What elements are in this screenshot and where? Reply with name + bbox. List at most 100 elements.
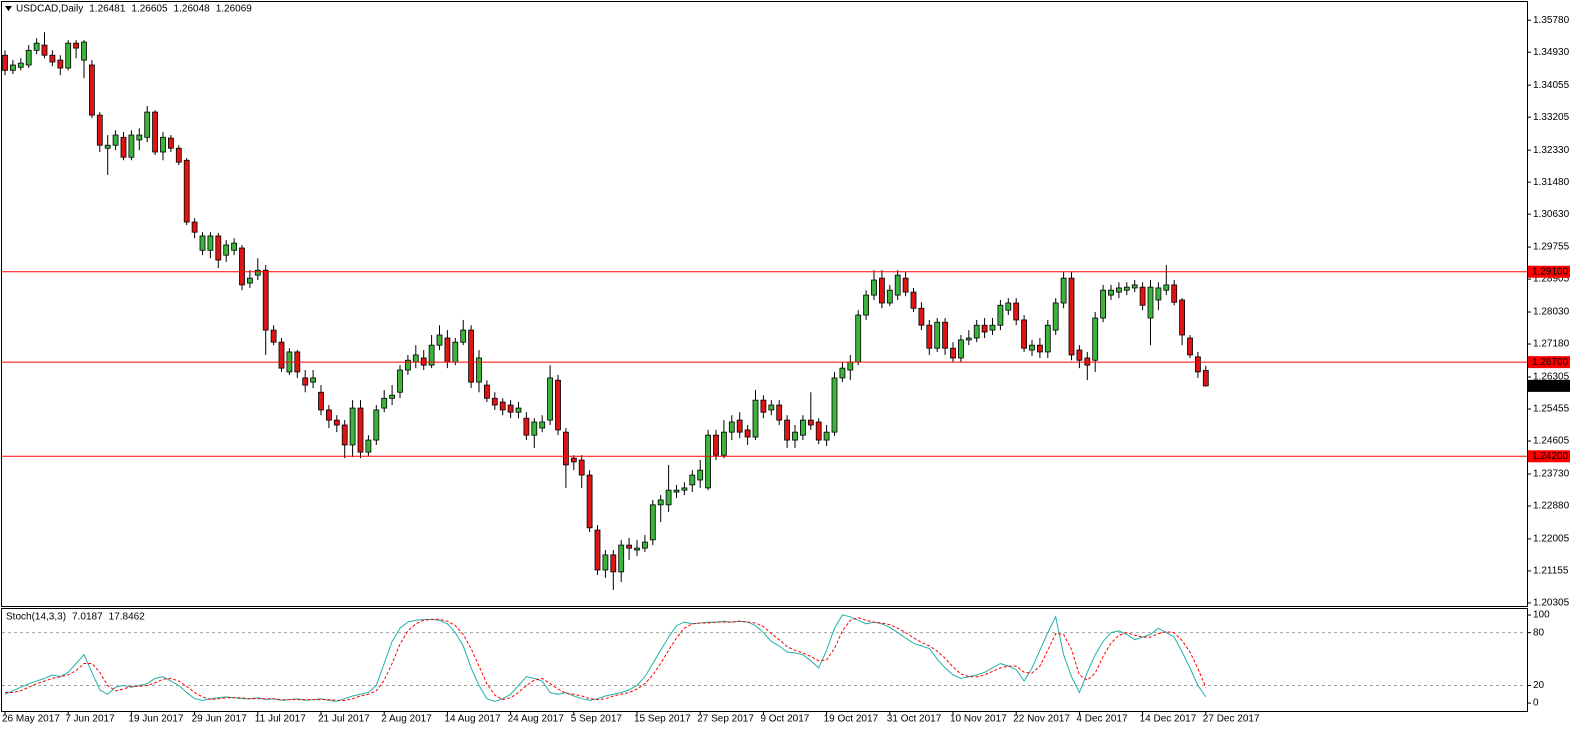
y-tick-label: 1.29755 xyxy=(1533,242,1570,253)
candle-body xyxy=(420,357,427,366)
candle-body xyxy=(167,137,174,149)
candle-body xyxy=(681,487,688,491)
candle-body xyxy=(807,419,814,426)
candle-body xyxy=(1139,286,1146,306)
candle-body xyxy=(136,134,143,141)
candle-body xyxy=(673,489,680,493)
candle-body xyxy=(752,399,759,438)
candle-body xyxy=(958,339,964,359)
candle-body xyxy=(563,431,569,466)
header-low: 1.26048 xyxy=(174,4,211,15)
candle-body xyxy=(1052,302,1059,331)
candle-body xyxy=(2,54,8,71)
candle-body xyxy=(428,344,435,366)
candle-body xyxy=(863,294,869,316)
candle-body xyxy=(649,504,656,541)
candle-body xyxy=(839,367,846,379)
candle-body xyxy=(96,114,103,146)
y-tick-label: 80 xyxy=(1533,627,1545,638)
candle-body xyxy=(578,459,585,476)
x-tick-label: 9 Oct 2017 xyxy=(760,714,809,725)
candle-body xyxy=(973,324,980,339)
candle-body xyxy=(926,324,933,349)
x-tick-label: 21 Jul 2017 xyxy=(318,714,370,725)
y-tick-label: 1.21155 xyxy=(1533,566,1569,577)
candle-body xyxy=(373,409,380,441)
candle-body xyxy=(879,277,885,304)
stoch-header: Stoch(14,3,3) 7.0187 17.8462 xyxy=(6,612,145,623)
candle-body xyxy=(33,42,40,51)
candle-body xyxy=(468,329,475,383)
candle-body xyxy=(886,289,893,304)
candle-body xyxy=(223,244,230,256)
y-tick-label: 20 xyxy=(1533,680,1545,691)
candle-body xyxy=(318,391,324,411)
candle-body xyxy=(965,337,972,341)
candle-body xyxy=(476,357,482,383)
candle-body xyxy=(713,434,719,456)
candle-body xyxy=(981,324,988,333)
candle-body xyxy=(507,404,514,413)
candle-body xyxy=(760,399,767,413)
candle-body xyxy=(436,334,443,346)
y-tick-label: 1.20305 xyxy=(1533,598,1570,609)
candle-body xyxy=(515,407,522,413)
y-tick-label: 1.34930 xyxy=(1533,47,1570,58)
candle-body xyxy=(634,547,640,551)
candle-body xyxy=(642,541,648,549)
candle-body xyxy=(246,277,253,284)
candle-body xyxy=(104,144,111,149)
candle-body xyxy=(120,136,127,158)
candle-body xyxy=(452,341,459,363)
price-panel-frame xyxy=(1,1,1528,607)
candle-body xyxy=(570,457,577,463)
symbol-menu-icon[interactable] xyxy=(5,6,12,11)
candle-body xyxy=(784,419,790,441)
candle-body xyxy=(1195,356,1201,373)
candle-body xyxy=(404,359,411,371)
x-tick-label: 19 Jun 2017 xyxy=(128,714,183,725)
candle-body xyxy=(333,419,340,426)
header: USDCAD,Daily 1.26481 1.26605 1.26048 1.2… xyxy=(16,4,252,15)
candle-body xyxy=(397,369,403,393)
candle-body xyxy=(910,291,917,309)
level-label: 1.26700 xyxy=(1532,357,1569,368)
candle-body xyxy=(847,361,854,371)
candle-body xyxy=(934,321,941,349)
x-tick-label: 7 Jun 2017 xyxy=(65,714,115,725)
x-tick-label: 2 Aug 2017 xyxy=(381,714,432,725)
y-tick-label: 1.34055 xyxy=(1533,80,1570,91)
candle-body xyxy=(1163,284,1170,291)
candle-body xyxy=(697,469,704,481)
y-tick-label: 1.30630 xyxy=(1533,209,1570,220)
candle-body xyxy=(270,329,277,343)
candle-body xyxy=(73,42,79,49)
candle-body xyxy=(547,377,553,421)
candle-body xyxy=(1131,284,1138,289)
candle-body xyxy=(918,307,925,326)
candle-body xyxy=(183,159,190,223)
y-tick-label: 1.22880 xyxy=(1533,501,1570,512)
candle-body xyxy=(665,489,672,506)
x-tick-label: 24 Aug 2017 xyxy=(508,714,565,725)
last-price-box xyxy=(1528,379,1570,392)
y-tick-label: 1.31480 xyxy=(1533,177,1570,188)
y-tick-label: 1.24605 xyxy=(1533,436,1570,447)
level-label-box xyxy=(1528,265,1570,278)
candle-body xyxy=(855,314,862,363)
candle-body xyxy=(349,407,356,446)
header-close: 1.26069 xyxy=(216,4,253,15)
level-label-box xyxy=(1528,356,1570,369)
candle-body xyxy=(555,379,561,431)
candle-body xyxy=(128,134,135,158)
candle-body xyxy=(997,304,1004,326)
x-tick-label: 14 Aug 2017 xyxy=(444,714,501,725)
candle-body xyxy=(65,42,72,69)
candle-body xyxy=(1005,302,1012,311)
y-tick-label: 1.27180 xyxy=(1533,339,1570,350)
header-high: 1.26605 xyxy=(131,4,168,15)
candle-body xyxy=(1013,302,1020,321)
candle-body xyxy=(1029,344,1035,351)
candle-body xyxy=(310,377,317,383)
